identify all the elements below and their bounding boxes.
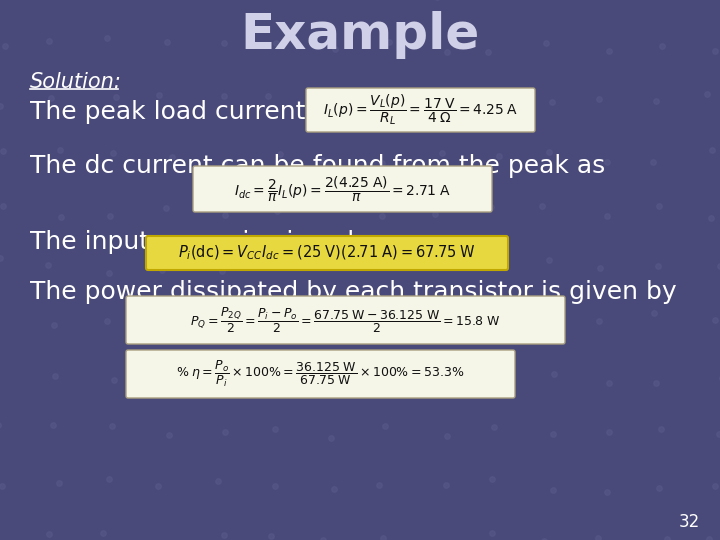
Text: The peak load current is: The peak load current is [30,100,333,124]
FancyBboxPatch shape [146,236,508,270]
Text: $I_{dc} = \dfrac{2}{\pi}I_L(p) = \dfrac{2(4.25\;\mathrm{A})}{\pi} = 2.71\;\mathr: $I_{dc} = \dfrac{2}{\pi}I_L(p) = \dfrac{… [234,174,451,204]
Text: $P_i(\mathrm{dc}) = V_{CC}I_{dc} = (25\;\mathrm{V})(2.71\;\mathrm{A}) = 67.75\;\: $P_i(\mathrm{dc}) = V_{CC}I_{dc} = (25\;… [178,244,476,262]
Text: $P_Q = \dfrac{P_{2Q}}{2} = \dfrac{P_i - P_o}{2} = \dfrac{67.75\;\mathrm{W} - 36.: $P_Q = \dfrac{P_{2Q}}{2} = \dfrac{P_i - … [190,305,500,335]
FancyBboxPatch shape [193,166,492,212]
Text: $I_L(p) = \dfrac{V_L(p)}{R_L} = \dfrac{17\;\mathrm{V}}{4\;\Omega} = 4.25\;\mathr: $I_L(p) = \dfrac{V_L(p)}{R_L} = \dfrac{1… [323,93,518,127]
FancyBboxPatch shape [126,350,515,398]
FancyBboxPatch shape [126,296,565,344]
Text: The dc current can be found from the peak as: The dc current can be found from the pea… [30,154,606,178]
Text: $\%\;\eta = \dfrac{P_o}{P_i} \times 100\% = \dfrac{36.125\;\mathrm{W}}{67.75\;\m: $\%\;\eta = \dfrac{P_o}{P_i} \times 100\… [176,359,464,389]
Text: Example: Example [240,11,480,59]
Text: The input power is given by: The input power is given by [30,230,378,254]
Text: 32: 32 [679,513,700,531]
Text: The power dissipated by each transistor is given by: The power dissipated by each transistor … [30,280,677,304]
Text: Solution:: Solution: [30,72,122,92]
FancyBboxPatch shape [306,88,535,132]
